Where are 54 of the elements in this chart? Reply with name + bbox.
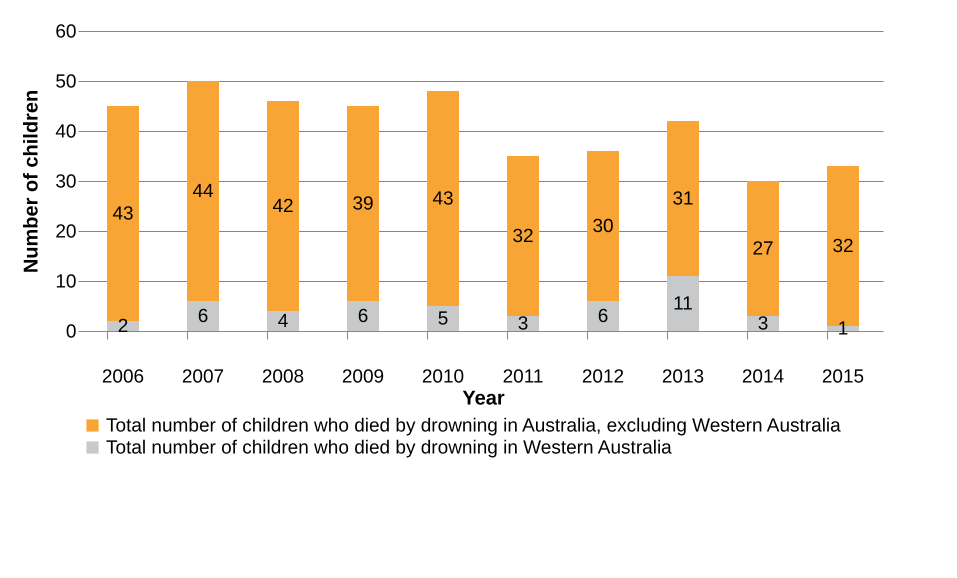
- data-label: 43: [432, 188, 454, 210]
- bar: [667, 121, 699, 276]
- x-tick-label: 2009: [342, 366, 384, 388]
- y-tick-label: 20: [55, 222, 76, 242]
- y-tick-label: 40: [55, 122, 76, 142]
- bar: [267, 101, 299, 311]
- data-label: 11: [673, 294, 693, 314]
- x-axis-title: Year: [462, 388, 505, 410]
- bar: [587, 151, 619, 301]
- data-label: 39: [352, 194, 374, 214]
- data-label: 42: [272, 196, 294, 217]
- data-label: 32: [512, 226, 534, 247]
- data-label: 31: [672, 188, 694, 210]
- x-tick-label: 2007: [182, 366, 224, 388]
- x-tick-label: 2015: [822, 366, 864, 388]
- x-tick-label: 2014: [742, 366, 785, 388]
- data-label: 44: [192, 181, 214, 202]
- bar: [347, 106, 379, 301]
- bar: [267, 311, 299, 331]
- y-tick-label: 30: [55, 172, 76, 192]
- y-tick-label: 50: [55, 72, 76, 92]
- data-label: 30: [592, 216, 614, 237]
- y-axis-title: Number of children: [20, 90, 42, 274]
- bar: [187, 81, 219, 301]
- bar: [347, 301, 379, 331]
- bar: [427, 306, 459, 331]
- data-label: 27: [752, 238, 774, 260]
- data-label: 6: [198, 306, 208, 327]
- x-tick-label: 2012: [582, 366, 624, 388]
- data-label: 3: [758, 314, 768, 334]
- data-label: 5: [438, 308, 448, 330]
- y-tick-label: 60: [55, 22, 76, 42]
- bar: [587, 301, 619, 331]
- data-label: 2: [118, 316, 128, 337]
- bar: [187, 301, 219, 331]
- data-label: 43: [112, 204, 134, 224]
- data-label: 3: [518, 314, 528, 334]
- x-tick-label: 2008: [262, 366, 304, 388]
- data-label: 4: [278, 311, 289, 332]
- bar: [507, 156, 539, 316]
- x-tick-label: 2006: [102, 366, 144, 388]
- legend-label: Total number of children who died by drowning in Australia, excluding Western Australia: [106, 416, 842, 436]
- bar: [747, 181, 779, 316]
- bar: [667, 276, 699, 331]
- x-tick-label: 2013: [662, 366, 704, 388]
- legend-label: Total number of children who died by drowning in Western Australia: [106, 438, 672, 458]
- data-label: 6: [358, 306, 368, 327]
- x-tick-label: 2011: [502, 366, 544, 388]
- bar: [427, 91, 459, 306]
- x-tick-label: 2010: [422, 366, 464, 388]
- y-tick-label: 10: [55, 272, 76, 292]
- data-label: 32: [832, 236, 854, 257]
- data-label: 6: [598, 306, 608, 327]
- y-tick-label: 0: [66, 322, 76, 342]
